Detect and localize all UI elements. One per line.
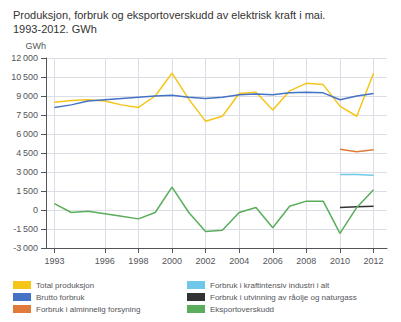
svg-text:1998: 1998 — [128, 256, 148, 266]
svg-text:-3 000: -3 000 — [13, 243, 38, 253]
svg-text:2002: 2002 — [196, 256, 216, 266]
svg-text:Forbruk i kraftintensiv indust: Forbruk i kraftintensiv industri i alt — [210, 281, 330, 290]
svg-text:-1 500: -1 500 — [13, 224, 38, 234]
svg-text:2010: 2010 — [330, 256, 350, 266]
svg-text:6 000: 6 000 — [16, 129, 38, 139]
svg-text:9 000: 9 000 — [16, 91, 38, 101]
svg-text:2004: 2004 — [229, 256, 249, 266]
svg-text:Produksjon, forbruk og eksport: Produksjon, forbruk og eksportoverskudd … — [13, 9, 325, 21]
svg-text:1996: 1996 — [95, 256, 115, 266]
svg-text:10 500: 10 500 — [11, 72, 38, 82]
svg-text:2012: 2012 — [364, 256, 384, 266]
svg-text:2006: 2006 — [263, 256, 283, 266]
svg-text:Eksportoverskudd: Eksportoverskudd — [210, 305, 274, 314]
svg-text:2008: 2008 — [296, 256, 316, 266]
svg-text:Brutto forbruk: Brutto forbruk — [36, 293, 85, 302]
svg-text:GWh: GWh — [25, 41, 46, 51]
svg-text:1993-2012. GWh: 1993-2012. GWh — [13, 23, 97, 35]
svg-text:Forbruk i alminnelig forsyning: Forbruk i alminnelig forsyning — [36, 305, 141, 314]
svg-text:1 500: 1 500 — [16, 186, 38, 196]
svg-text:12 000: 12 000 — [11, 53, 38, 63]
svg-text:0: 0 — [33, 205, 38, 215]
svg-text:7 500: 7 500 — [16, 110, 38, 120]
svg-text:Total produksjon: Total produksjon — [36, 281, 94, 290]
svg-text:4 500: 4 500 — [16, 148, 38, 158]
svg-text:1993: 1993 — [44, 256, 64, 266]
svg-text:Forbruk i utvinning av råolje: Forbruk i utvinning av råolje og naturga… — [210, 293, 357, 302]
svg-text:3 000: 3 000 — [16, 167, 38, 177]
svg-text:2000: 2000 — [162, 256, 182, 266]
